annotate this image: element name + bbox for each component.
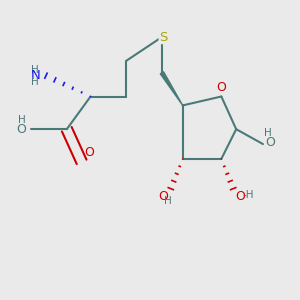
Text: -H: -H: [242, 190, 254, 200]
Text: N: N: [31, 69, 40, 82]
Text: H: H: [164, 196, 172, 206]
Text: S: S: [159, 31, 168, 44]
Text: H: H: [264, 128, 272, 137]
Text: H: H: [18, 115, 26, 125]
Text: O: O: [158, 190, 168, 203]
Text: H: H: [31, 65, 38, 75]
Text: O: O: [236, 190, 245, 202]
Text: O: O: [16, 123, 26, 136]
Polygon shape: [160, 72, 183, 105]
Text: O: O: [265, 136, 275, 149]
Text: O: O: [216, 80, 226, 94]
Text: H: H: [31, 76, 38, 87]
Text: O: O: [84, 146, 94, 159]
